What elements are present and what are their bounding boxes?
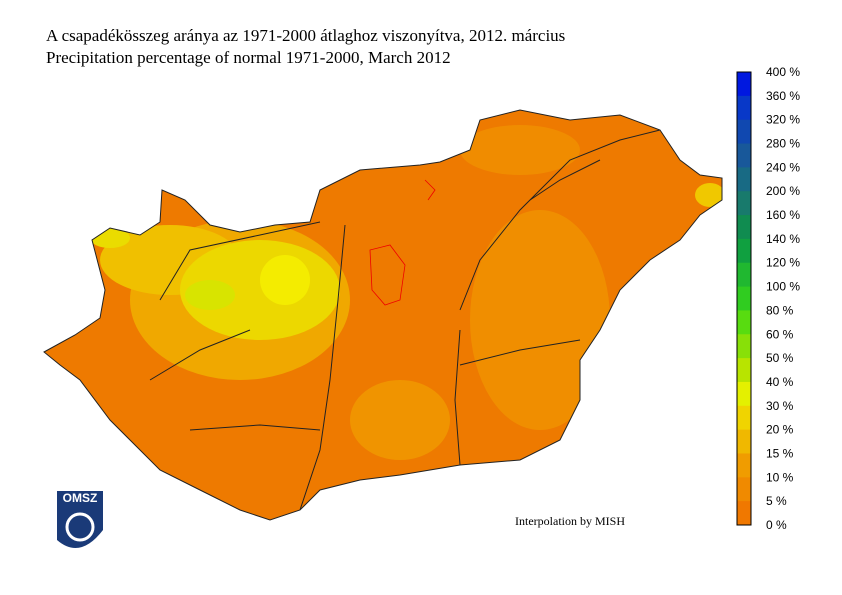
regions — [149, 129, 661, 511]
colorbar-label: 120 % — [766, 256, 800, 270]
colorbar-segment — [737, 358, 751, 383]
colorbar-label: 400 % — [766, 65, 800, 79]
colorbar-segment — [737, 405, 751, 431]
omsz-logo: OMSZ — [57, 491, 103, 548]
colorbar-label: 30 % — [766, 399, 794, 413]
colorbar-segment — [737, 262, 751, 288]
colorbar-label: 280 % — [766, 137, 800, 151]
colorbar-label: 60 % — [766, 327, 794, 341]
colorbar-label: 5 % — [766, 494, 787, 508]
colorbar-segment — [737, 310, 751, 335]
colorbar-label: 15 % — [766, 446, 794, 460]
colorbar-segment — [737, 334, 751, 359]
city-border — [369, 179, 436, 306]
colorbar-label: 360 % — [766, 89, 800, 103]
credit: Interpolation by MISH — [515, 514, 625, 528]
colorbar-frame — [736, 71, 752, 526]
colorbar-segment — [737, 453, 751, 478]
colorbar-segment — [737, 95, 751, 121]
colorbar-segment — [737, 72, 751, 97]
colorbar-segment — [737, 286, 751, 311]
colorbar: 400 % 360 % 320 % 280 % 240 % 200 % 160 % 140 %… — [736, 65, 800, 532]
colorbar-label: 40 % — [766, 375, 794, 389]
colorbar-label: 20 % — [766, 423, 794, 437]
colorbar-label: 80 % — [766, 303, 794, 317]
colorbar-label: 0 % — [766, 518, 787, 532]
title-en: Precipitation percentage of normal 1971-… — [46, 48, 451, 67]
colorbar-segment — [737, 215, 751, 240]
colorbar-label: 320 % — [766, 113, 800, 127]
colorbar-label: 100 % — [766, 280, 800, 294]
logo-text: OMSZ — [63, 491, 98, 505]
precipitation-field — [44, 110, 722, 520]
colorbar-label: 240 % — [766, 160, 800, 174]
colorbar-segment — [737, 119, 751, 145]
colorbar-segment — [737, 429, 751, 454]
colorbar-label: 10 % — [766, 470, 794, 484]
colorbar-segment — [737, 381, 751, 407]
colorbar-segment — [737, 167, 751, 192]
colorbar-segment — [737, 477, 751, 502]
title-hu: A csapadékösszeg aránya az 1971-2000 átl… — [46, 26, 565, 45]
colorbar-label: 140 % — [766, 232, 800, 246]
colorbar-segment — [737, 238, 751, 264]
colorbar-label: 50 % — [766, 351, 794, 365]
colorbar-segment — [737, 143, 751, 168]
colorbar-segment — [737, 501, 751, 526]
colorbar-label: 200 % — [766, 184, 800, 198]
country-border — [43, 109, 723, 521]
colorbar-label: 160 % — [766, 208, 800, 222]
colorbar-segment — [737, 191, 751, 216]
